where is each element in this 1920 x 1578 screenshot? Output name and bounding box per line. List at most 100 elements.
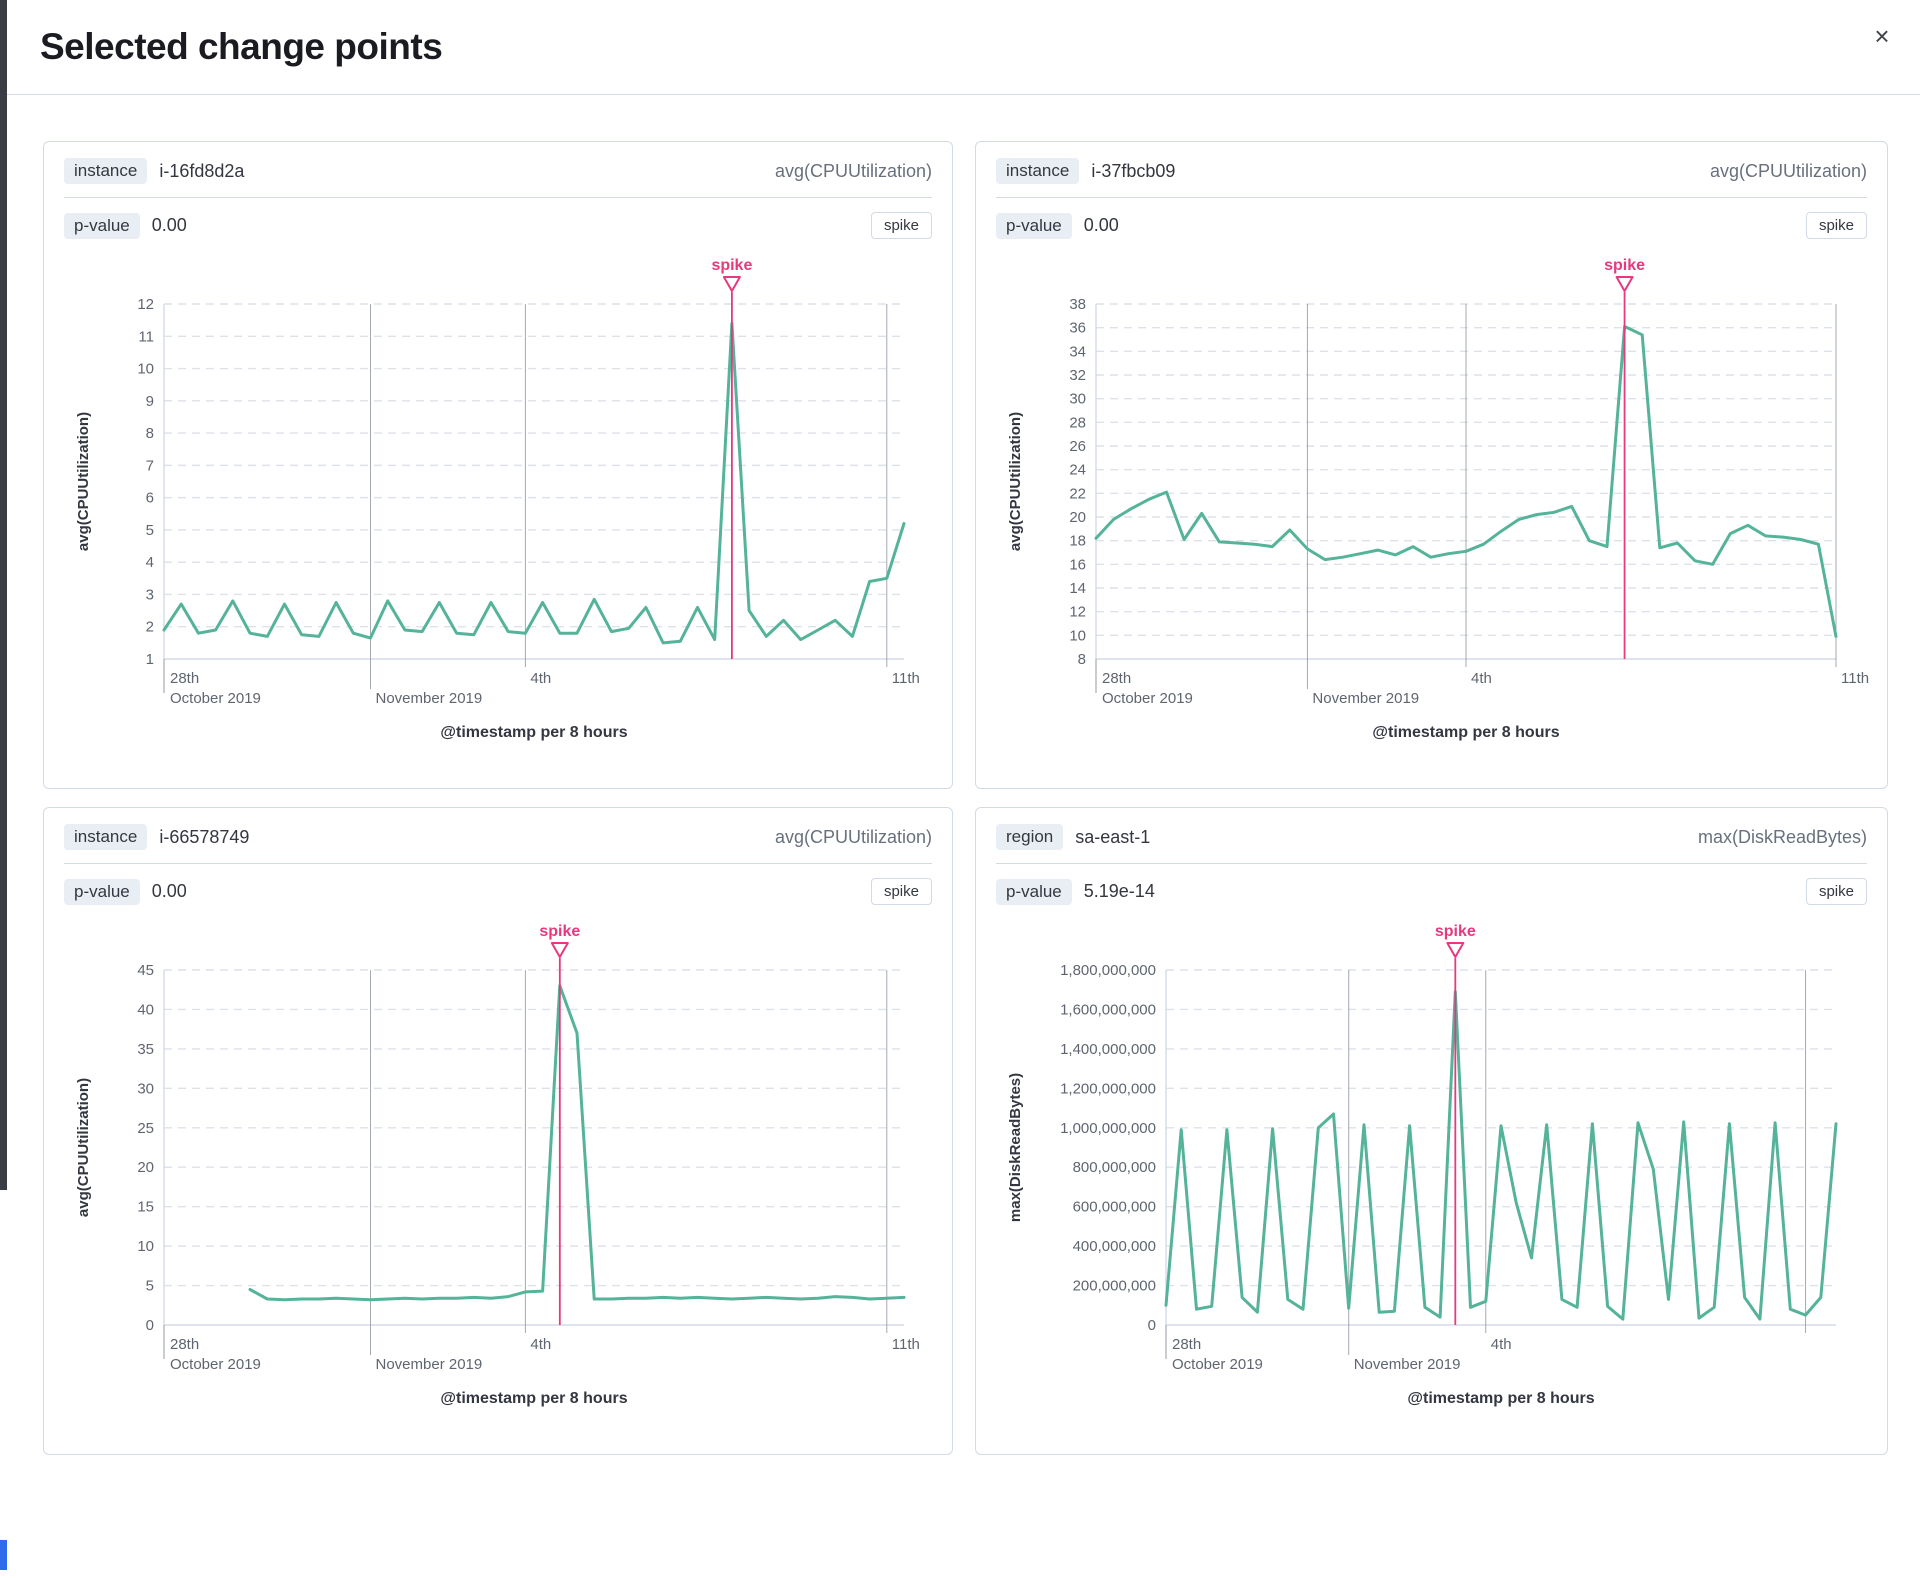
field-value: i-37fbcb09 — [1091, 160, 1176, 181]
svg-text:15: 15 — [137, 1199, 154, 1216]
svg-text:22: 22 — [1069, 485, 1086, 502]
svg-text:26: 26 — [1069, 438, 1086, 455]
svg-text:5: 5 — [146, 522, 154, 539]
svg-text:spike: spike — [539, 923, 580, 940]
field-badge: instance — [64, 824, 148, 850]
change-point-card: instance i-16fd8d2a avg(CPUUtilization) … — [43, 141, 953, 789]
svg-text:spike: spike — [1435, 923, 1476, 940]
p-value-badge: p-value — [64, 878, 140, 905]
svg-text:max(DiskReadBytes): max(DiskReadBytes) — [1007, 1073, 1024, 1222]
svg-text:28th: 28th — [170, 1336, 199, 1353]
svg-text:avg(CPUUtilization): avg(CPUUtilization) — [75, 1078, 92, 1217]
svg-text:8: 8 — [1078, 651, 1086, 668]
change-type-badge[interactable]: spike — [1805, 212, 1867, 239]
svg-text:28th: 28th — [1172, 1336, 1201, 1353]
svg-text:25: 25 — [137, 1120, 154, 1137]
svg-text:@timestamp per 8 hours: @timestamp per 8 hours — [440, 1390, 627, 1407]
svg-text:@timestamp per 8 hours: @timestamp per 8 hours — [1407, 1390, 1594, 1407]
close-icon[interactable]: × — [1862, 16, 1902, 56]
timeseries-chart-svg: 0 5 10 15 20 25 30 35 40 45 November 2019 4th 11th 28… — [75, 923, 920, 1407]
svg-text:3: 3 — [146, 586, 154, 603]
svg-text:1: 1 — [146, 651, 154, 668]
svg-text:9: 9 — [146, 393, 154, 410]
svg-text:1,800,000,000: 1,800,000,000 — [1060, 962, 1156, 979]
svg-text:32: 32 — [1069, 367, 1086, 384]
p-value-badge: p-value — [996, 212, 1072, 239]
svg-text:35: 35 — [137, 1041, 154, 1058]
change-point-card: instance i-66578749 avg(CPUUtilization) … — [43, 807, 953, 1455]
timeseries-chart: 0 200,000,000 400,000,000 600,000,000 800,00… — [996, 915, 1867, 1420]
change-points-modal: Selected change points × instance i-16fd… — [7, 0, 1920, 1578]
svg-text:7: 7 — [146, 457, 154, 474]
timeseries-chart: 8 10 12 14 16 18 20 22 24 26 28 30 32 34 36 38 November … — [996, 249, 1869, 754]
change-type-badge[interactable]: spike — [870, 878, 932, 905]
svg-text:400,000,000: 400,000,000 — [1073, 1238, 1156, 1255]
svg-text:6: 6 — [146, 490, 154, 507]
svg-text:11th: 11th — [892, 1336, 920, 1353]
svg-text:36: 36 — [1069, 320, 1086, 337]
svg-text:October 2019: October 2019 — [170, 1356, 261, 1373]
svg-text:12: 12 — [137, 296, 154, 313]
svg-text:avg(CPUUtilization): avg(CPUUtilization) — [75, 412, 92, 551]
p-value-badge: p-value — [996, 878, 1072, 905]
field-badge: instance — [64, 158, 148, 184]
change-point-card: region sa-east-1 max(DiskReadBytes) p-va… — [975, 807, 1888, 1455]
page-title: Selected change points — [40, 26, 443, 67]
svg-text:45: 45 — [137, 962, 154, 979]
field-badge: instance — [996, 158, 1080, 184]
svg-text:10: 10 — [137, 361, 154, 378]
svg-text:200,000,000: 200,000,000 — [1073, 1278, 1156, 1295]
svg-text:spike: spike — [1604, 257, 1645, 274]
svg-text:October 2019: October 2019 — [1172, 1356, 1263, 1373]
svg-text:0: 0 — [1148, 1317, 1156, 1334]
svg-text:800,000,000: 800,000,000 — [1073, 1159, 1156, 1176]
svg-text:10: 10 — [1069, 627, 1086, 644]
svg-text:20: 20 — [137, 1159, 154, 1176]
svg-text:24: 24 — [1069, 462, 1086, 479]
svg-text:October 2019: October 2019 — [1102, 690, 1193, 707]
p-value: 0.00 — [151, 215, 187, 235]
field-value: sa-east-1 — [1075, 826, 1151, 847]
field-value: i-16fd8d2a — [159, 160, 245, 181]
svg-text:1,000,000,000: 1,000,000,000 — [1060, 1120, 1156, 1137]
svg-text:@timestamp per 8 hours: @timestamp per 8 hours — [440, 724, 627, 741]
background-app-edge — [0, 0, 7, 1190]
svg-text:2: 2 — [146, 619, 154, 636]
svg-text:38: 38 — [1069, 296, 1086, 313]
svg-text:1,200,000,000: 1,200,000,000 — [1060, 1080, 1156, 1097]
svg-text:30: 30 — [137, 1080, 154, 1097]
change-point-grid: instance i-16fd8d2a avg(CPUUtilization) … — [43, 141, 1920, 1455]
p-value: 0.00 — [1083, 215, 1119, 235]
p-value: 5.19e-14 — [1083, 881, 1155, 901]
svg-text:10: 10 — [137, 1238, 154, 1255]
svg-text:4th: 4th — [1491, 1336, 1512, 1353]
svg-text:spike: spike — [711, 257, 752, 274]
svg-text:20: 20 — [1069, 509, 1086, 526]
svg-text:0: 0 — [146, 1317, 154, 1334]
svg-text:November 2019: November 2019 — [1354, 1356, 1461, 1373]
svg-text:@timestamp per 8 hours: @timestamp per 8 hours — [1372, 724, 1559, 741]
svg-text:1,400,000,000: 1,400,000,000 — [1060, 1041, 1156, 1058]
svg-text:October 2019: October 2019 — [170, 690, 261, 707]
svg-text:28th: 28th — [170, 670, 199, 687]
metric-label: avg(CPUUtilization) — [774, 826, 932, 847]
timeseries-chart-svg: 0 200,000,000 400,000,000 600,000,000 800,00… — [1007, 923, 1838, 1407]
svg-text:40: 40 — [137, 1001, 154, 1018]
svg-text:November 2019: November 2019 — [1312, 690, 1419, 707]
timeseries-chart-svg: 8 10 12 14 16 18 20 22 24 26 28 30 32 34 36 38 November … — [1007, 257, 1869, 741]
svg-text:12: 12 — [1069, 604, 1086, 621]
metric-label: avg(CPUUtilization) — [1709, 160, 1867, 181]
change-point-card: instance i-37fbcb09 avg(CPUUtilization) … — [975, 141, 1888, 789]
svg-text:28: 28 — [1069, 414, 1086, 431]
svg-text:4th: 4th — [530, 1336, 551, 1353]
p-value-badge: p-value — [64, 212, 140, 239]
field-value: i-66578749 — [159, 826, 250, 847]
svg-text:34: 34 — [1069, 343, 1086, 360]
metric-label: avg(CPUUtilization) — [774, 160, 932, 181]
svg-text:avg(CPUUtilization): avg(CPUUtilization) — [1007, 412, 1024, 551]
change-type-badge[interactable]: spike — [870, 212, 932, 239]
svg-text:16: 16 — [1069, 556, 1086, 573]
change-type-badge[interactable]: spike — [1805, 878, 1867, 905]
svg-text:4th: 4th — [530, 670, 551, 687]
